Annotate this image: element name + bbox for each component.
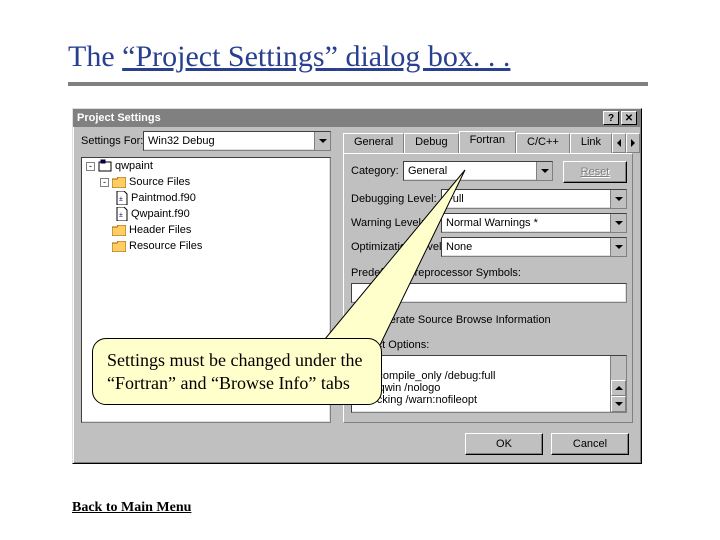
tab-scroll-right[interactable] — [626, 133, 640, 153]
category-value: General — [408, 165, 447, 177]
checkbox-icon — [351, 313, 364, 326]
category-label: Category: — [351, 165, 399, 177]
debugging-level-label: Debugging Level: — [351, 193, 437, 205]
file-icon: ± — [116, 191, 128, 205]
file-label: Qwpaint.f90 — [131, 208, 190, 220]
svg-text:±: ± — [119, 212, 123, 219]
reset-button[interactable]: Reset — [563, 161, 627, 183]
tab-cpp[interactable]: C/C++ — [516, 133, 570, 153]
titlebar: Project Settings ? ✕ — [73, 109, 641, 127]
debugging-level-combo[interactable]: Full — [441, 189, 627, 209]
tabstrip: General Debug Fortran C/C++ Link — [343, 133, 640, 153]
folder-icon — [112, 177, 126, 188]
project-icon — [98, 159, 112, 173]
tree-file[interactable]: ± Qwpaint.f90 — [82, 206, 330, 222]
chevron-down-icon[interactable] — [610, 190, 626, 208]
warning-level-label: Warning Level: — [351, 217, 424, 229]
chevron-down-icon[interactable] — [314, 132, 330, 150]
collapse-icon[interactable]: - — [100, 178, 109, 187]
folder-icon — [112, 241, 126, 252]
warning-level-value: Normal Warnings * — [446, 217, 538, 229]
settings-for-combo[interactable]: Win32 Debug — [143, 131, 331, 151]
optimization-level-value: None — [446, 241, 472, 253]
settings-for-label: Settings For: — [81, 135, 143, 147]
cancel-button[interactable]: Cancel — [551, 433, 629, 455]
cancel-label: Cancel — [573, 438, 607, 450]
debugging-level-value: Full — [446, 193, 464, 205]
reset-label: Reset — [581, 166, 610, 178]
scroll-down-icon[interactable] — [611, 396, 626, 412]
title-quoted: “Project Settings” — [122, 40, 338, 73]
tab-debug[interactable]: Debug — [404, 133, 458, 153]
file-label: Paintmod.f90 — [131, 192, 196, 204]
folder-icon — [112, 225, 126, 236]
title-suffix: dialog box. . . — [338, 40, 511, 73]
chevron-down-icon[interactable] — [610, 238, 626, 256]
warning-level-combo[interactable]: Normal Warnings * — [441, 213, 627, 233]
help-button[interactable]: ? — [603, 111, 619, 125]
preproc-label: Predefined Preprocessor Symbols: — [351, 267, 521, 279]
folder-label: Resource Files — [129, 240, 202, 252]
browse-info-checkbox[interactable]: Generate Source Browse Information — [351, 313, 551, 326]
back-to-main-link[interactable]: Back to Main Menu — [72, 500, 191, 516]
folder-label: Source Files — [129, 176, 190, 188]
tab-link[interactable]: Link — [570, 133, 612, 153]
title-prefix: The — [68, 40, 122, 73]
collapse-icon[interactable]: - — [86, 162, 95, 171]
slide-title: The “Project Settings” dialog box. . . — [68, 40, 510, 74]
optimization-level-label: Optimization Level: — [351, 241, 445, 253]
optimization-level-combo[interactable]: None — [441, 237, 627, 257]
project-options-textarea[interactable]: /compile_only /debug:full /libs:qwin /no… — [351, 355, 627, 413]
tree-folder[interactable]: - Source Files — [82, 174, 330, 190]
ok-label: OK — [496, 438, 512, 450]
scroll-up-icon[interactable] — [611, 380, 626, 396]
tree-file[interactable]: ± Paintmod.f90 — [82, 190, 330, 206]
tab-general[interactable]: General — [343, 133, 404, 153]
project-settings-dialog: Project Settings ? ✕ Settings For: Win32… — [72, 108, 642, 464]
file-icon: ± — [116, 207, 128, 221]
svg-text:±: ± — [119, 196, 123, 203]
callout-text: Settings must be changed under the “Fort… — [107, 350, 362, 393]
settings-for-value: Win32 Debug — [148, 135, 215, 147]
tree-root-label: qwpaint — [115, 160, 153, 172]
browse-info-label: Generate Source Browse Information — [369, 314, 551, 326]
title-rule — [68, 82, 648, 86]
chevron-down-icon[interactable] — [610, 214, 626, 232]
dialog-body: Settings For: Win32 Debug - qwpaint - So… — [73, 127, 641, 463]
preproc-input[interactable] — [351, 283, 627, 303]
tree-root[interactable]: - qwpaint — [82, 158, 330, 174]
ok-button[interactable]: OK — [465, 433, 543, 455]
close-button[interactable]: ✕ — [621, 111, 637, 125]
scrollbar[interactable] — [610, 356, 626, 412]
window-title: Project Settings — [77, 112, 161, 124]
chevron-down-icon[interactable] — [536, 162, 552, 180]
folder-label: Header Files — [129, 224, 191, 236]
tab-scroll-left[interactable] — [612, 133, 626, 153]
tree-folder[interactable]: Resource Files — [82, 238, 330, 254]
tab-fortran[interactable]: Fortran — [459, 131, 516, 153]
tree-folder[interactable]: Header Files — [82, 222, 330, 238]
callout: Settings must be changed under the “Fort… — [92, 338, 382, 405]
category-combo[interactable]: General — [403, 161, 553, 181]
